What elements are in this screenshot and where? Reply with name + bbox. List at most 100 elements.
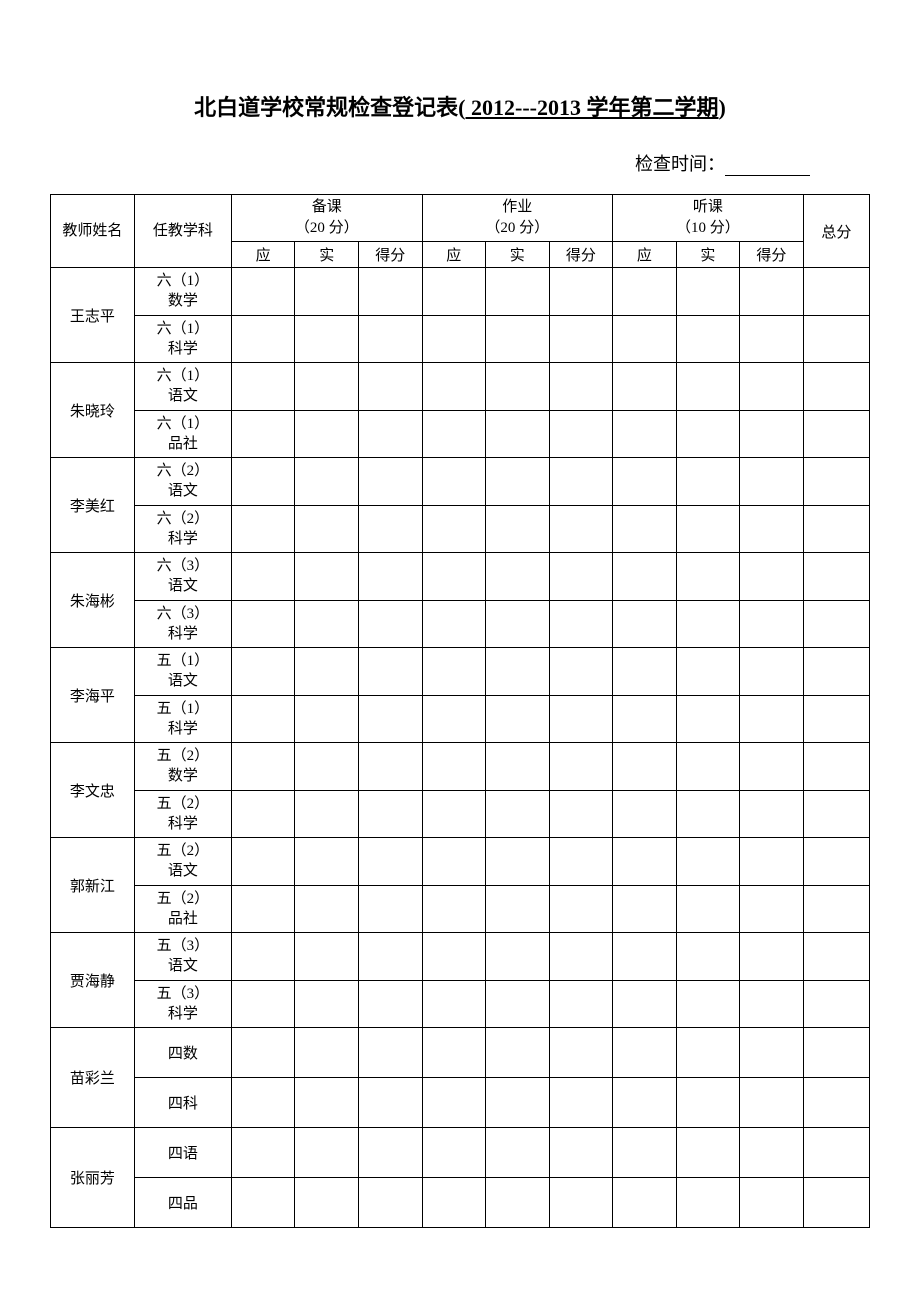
data-cell [295,980,359,1028]
data-cell [358,315,422,363]
data-cell [295,1078,359,1128]
teacher-name-cell: 贾海静 [51,933,135,1028]
data-cell [803,268,869,316]
data-cell [295,363,359,411]
data-cell [676,1128,740,1178]
data-cell [676,790,740,838]
header-listen-score: （10 分） [613,218,803,239]
header-homework-label: 作业 [423,197,613,218]
data-cell [231,1178,295,1228]
data-cell [740,885,804,933]
subject-cell: 六（1）语文 [134,363,231,411]
data-cell [676,315,740,363]
data-cell [803,600,869,648]
data-cell [613,838,677,886]
subject-course: 科学 [135,624,231,644]
data-cell [486,933,550,981]
subject-class: 六（2） [135,509,231,529]
data-cell [613,648,677,696]
subject-course: 语文 [135,861,231,881]
data-cell [422,980,486,1028]
data-cell [676,363,740,411]
subject-course: 数学 [135,766,231,786]
data-cell [549,743,613,791]
table-row: 张丽芳四语 [51,1128,870,1178]
table-row: 六（1）品社 [51,410,870,458]
data-cell [803,980,869,1028]
subject-cell: 五（3）语文 [134,933,231,981]
table-row: 朱晓玲六（1）语文 [51,363,870,411]
data-cell [549,458,613,506]
data-cell [549,838,613,886]
data-cell [803,505,869,553]
header-subject: 任教学科 [134,195,231,268]
subject-cell: 五（1）语文 [134,648,231,696]
data-cell [549,790,613,838]
data-cell [740,933,804,981]
data-cell [740,790,804,838]
data-cell [549,410,613,458]
data-cell [613,458,677,506]
data-cell [295,885,359,933]
data-cell [231,743,295,791]
subject-cell: 六（3）语文 [134,553,231,601]
table-row: 王志平六（1）数学 [51,268,870,316]
table-body: 王志平六（1）数学六（1）科学朱晓玲六（1）语文六（1）品社李美红六（2）语文六… [51,268,870,1228]
subject-class: 五（1） [135,699,231,719]
header-teacher-name-text: 教师姓名 [51,221,134,242]
data-cell [549,1178,613,1228]
data-cell [803,695,869,743]
data-cell [295,268,359,316]
subject-course: 科学 [135,814,231,834]
header-hw-should: 应 [422,242,486,268]
data-cell [358,553,422,601]
title-period: 2012---2013 学年第二学期 [466,95,719,120]
data-cell [422,933,486,981]
subject-course: 语文 [135,671,231,691]
data-cell [231,458,295,506]
data-cell [549,933,613,981]
check-time-blank [725,175,810,176]
data-cell [740,980,804,1028]
data-cell [486,695,550,743]
data-cell [295,1178,359,1228]
subject-class: 五（2） [135,841,231,861]
data-cell [613,315,677,363]
data-cell [803,743,869,791]
subject-class: 六（1） [135,271,231,291]
data-cell [613,363,677,411]
data-cell [613,1028,677,1078]
data-cell [676,743,740,791]
data-cell [613,553,677,601]
data-cell [549,1028,613,1078]
subject-class: 六（3） [135,556,231,576]
data-cell [740,458,804,506]
data-cell [676,1178,740,1228]
data-cell [358,1178,422,1228]
data-cell [422,410,486,458]
subject-course: 语文 [135,481,231,501]
data-cell [295,838,359,886]
data-cell [486,1128,550,1178]
data-cell [231,410,295,458]
table-row: 六（2）科学 [51,505,870,553]
data-cell [486,315,550,363]
header-prep: 备课 （20 分） [231,195,422,242]
title-prefix: 北白道学校常规检查登记表( [194,95,465,120]
table-row: 李海平五（1）语文 [51,648,870,696]
data-cell [486,885,550,933]
data-cell [803,1078,869,1128]
data-cell [422,553,486,601]
data-cell [486,268,550,316]
data-cell [740,363,804,411]
subject-class: 五（3） [135,936,231,956]
data-cell [549,1078,613,1128]
data-cell [676,600,740,648]
subject-cell: 四科 [134,1078,231,1128]
data-cell [231,505,295,553]
data-cell [803,885,869,933]
data-cell [549,363,613,411]
data-cell [295,1128,359,1178]
data-cell [486,648,550,696]
data-cell [676,695,740,743]
